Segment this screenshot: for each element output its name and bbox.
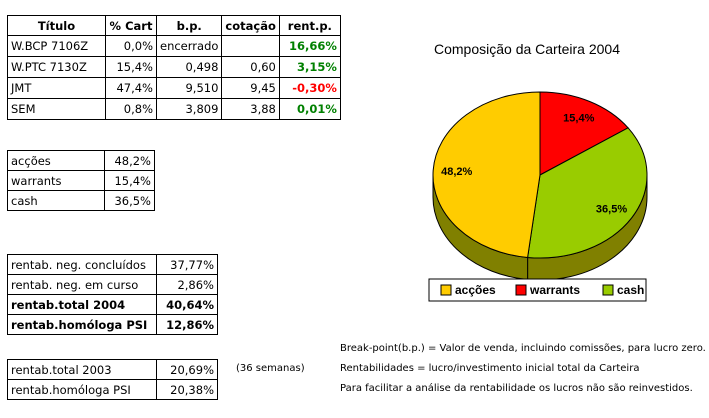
- weeks-note: (36 semanas): [236, 363, 305, 374]
- holding-bp: 0,498: [155, 56, 223, 78]
- holding-row: JMT 47,4% 9,510 9,45 -0,30%: [7, 77, 341, 99]
- holding-bp: 3,809: [155, 98, 223, 120]
- rentab-2003-row: rentab.total 2003 20,69%: [7, 359, 218, 380]
- composition-value: 48,2%: [104, 150, 155, 171]
- rentab-row: rentab.homóloga PSI 12,86%: [7, 314, 218, 335]
- legend-swatch-cash: [602, 284, 614, 296]
- holdings-table: Título % Cart b.p. cotação rent.p. W.BCP…: [7, 15, 341, 120]
- composition-value: 36,5%: [104, 190, 155, 211]
- holding-title: SEM: [7, 98, 106, 120]
- rentab-value: 40,64%: [156, 294, 218, 315]
- holdings-header-row: Título % Cart b.p. cotação rent.p.: [7, 15, 341, 36]
- rentab-2003-row: rentab.homóloga PSI 20,38%: [7, 379, 218, 400]
- rentab-body: rentab. neg. concluídos 37,77% rentab. neg…: [7, 254, 218, 335]
- holding-cotacao: 3,88: [221, 98, 280, 120]
- pie-slice-warrants: [539, 91, 629, 176]
- rentab-2003-body: rentab.total 2003 20,69% rentab.homóloga P…: [7, 359, 218, 400]
- pie-slices: [432, 91, 648, 259]
- holding-rent: -0,30%: [278, 77, 341, 99]
- legend-swatch-acções: [440, 284, 452, 296]
- holding-title: W.BCP 7106Z: [7, 35, 106, 57]
- composition-label: warrants: [7, 170, 105, 191]
- header-rent: rent.p.: [278, 15, 341, 36]
- legend-label-cash: cash: [617, 283, 644, 297]
- legend-box: [428, 278, 647, 302]
- holding-rent: 3,15%: [278, 56, 341, 78]
- composition-body: acções 48,2% warrants 15,4% cash 36,5%: [7, 150, 155, 211]
- composition-table: acções 48,2% warrants 15,4% cash 36,5%: [7, 150, 155, 211]
- rentab-row: rentab.total 2004 40,64%: [7, 294, 218, 315]
- pie-label-acções: 48,2%: [441, 166, 472, 178]
- rentab-2003-table: rentab.total 2003 20,69% rentab.homóloga P…: [7, 359, 218, 400]
- legend-label-warrants: warrants: [529, 283, 580, 297]
- pie-slice-acções: [432, 91, 541, 258]
- note-reinvest: Para facilitar a análise da rentabilidad…: [340, 383, 693, 394]
- rentab-2003-label: rentab.total 2003: [7, 359, 157, 380]
- note-break-point: Break-point(b.p.) = Valor de venda, incl…: [340, 343, 706, 354]
- pie-label-warrants: 15,4%: [563, 113, 594, 125]
- note-rentabilidades: Rentabilidades = lucro/investimento inic…: [340, 363, 640, 374]
- pie-labels: 15,4% 36,5% 48,2%: [441, 113, 627, 216]
- composition-value: 15,4%: [104, 170, 155, 191]
- chart-legend: acções warrants cash: [428, 278, 647, 302]
- composition-label: cash: [7, 190, 105, 211]
- rentab-value: 12,86%: [156, 314, 218, 335]
- rentab-2003-label: rentab.homóloga PSI: [7, 379, 157, 400]
- rentab-value: 2,86%: [156, 274, 218, 295]
- chart-title: Composição da Carteira 2004: [434, 41, 620, 57]
- legend-label-acções: acções: [455, 283, 496, 297]
- legend-swatch-warrants: [515, 284, 527, 296]
- rentab-table: rentab. neg. concluídos 37,77% rentab. neg…: [7, 254, 218, 335]
- holdings-body: W.BCP 7106Z 0,0% encerrado 16,66% W.PTC 7130…: [7, 35, 341, 120]
- holding-bp: 9,510: [155, 77, 223, 99]
- pie-label-cash: 36,5%: [596, 203, 627, 215]
- holding-row: SEM 0,8% 3,809 3,88 0,01%: [7, 98, 341, 120]
- holding-rent: 0,01%: [278, 98, 341, 120]
- rentab-2003-value: 20,38%: [156, 379, 218, 400]
- composition-row: cash 36,5%: [7, 190, 155, 211]
- rentab-label: rentab.homóloga PSI: [7, 314, 157, 335]
- composition-row: warrants 15,4%: [7, 170, 155, 191]
- pie-slice-cash: [527, 127, 648, 259]
- holding-cart: 0,8%: [105, 98, 157, 120]
